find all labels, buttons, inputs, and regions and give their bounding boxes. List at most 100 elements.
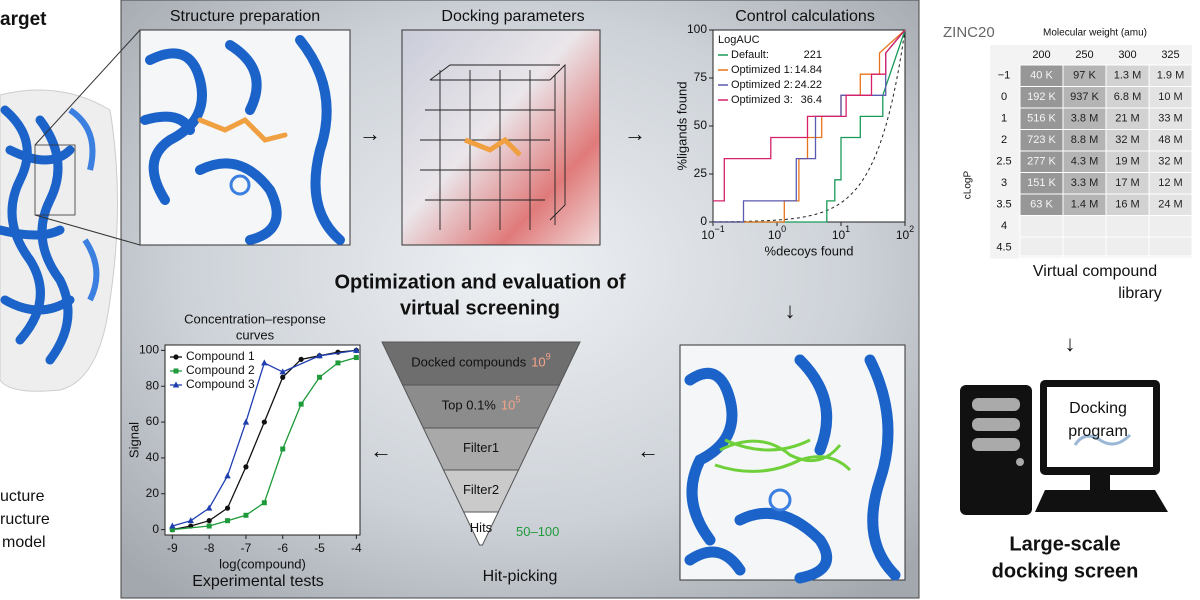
cell-value: 24 M (1158, 199, 1182, 211)
cell-value: 21 M (1115, 113, 1139, 125)
cell-value: 48 M (1158, 134, 1182, 146)
row-header: 3.5 (996, 199, 1011, 211)
cell-value: 8.8 M (1071, 134, 1099, 146)
screen-title: docking screen (992, 560, 1139, 582)
left-title: arget (0, 9, 47, 30)
y-tick-label: 60 (146, 414, 160, 428)
legend-title: LogAUC (718, 34, 760, 46)
cell-value: 33 M (1158, 113, 1182, 125)
library-caption: library (1118, 285, 1162, 302)
program-label: program (1068, 423, 1128, 440)
left-caption: model (2, 534, 46, 551)
row-header: 3 (1001, 177, 1007, 189)
marker (353, 355, 359, 361)
cell-value: 32 M (1158, 156, 1182, 168)
funnel-count: 10 (501, 398, 515, 413)
x-tick-label: 102 (896, 224, 914, 242)
funnel-count: 10 (531, 355, 545, 370)
cell-value: 40 K (1030, 70, 1053, 82)
column-header: 200 (1032, 49, 1050, 61)
funnel-count: 50–100 (516, 524, 559, 539)
marker (224, 472, 231, 479)
marker (261, 500, 267, 506)
marker (169, 527, 175, 533)
plot-title: curves (236, 327, 275, 342)
marker (317, 374, 323, 380)
legend-label: Optimized 2: (731, 79, 793, 91)
row-header: 4.5 (996, 242, 1011, 254)
zoom-box (34, 144, 76, 216)
roc-line (713, 29, 906, 223)
marker (225, 518, 231, 524)
marker (205, 504, 213, 511)
cell-value: 1.9 M (1157, 70, 1185, 82)
y-tick-label: 0 (152, 522, 159, 536)
y-axis-label: %ligands found (674, 82, 689, 171)
legend-value: 24.22 (794, 79, 822, 91)
marker (243, 512, 249, 518)
marker (224, 505, 231, 511)
arrow: → (624, 121, 646, 146)
marker (298, 401, 304, 407)
cell-value: 151 K (1027, 177, 1056, 189)
funnel-label: Hits (470, 520, 493, 535)
y-tick-label: 75 (694, 70, 708, 84)
funnel-text: Top 0.1% 105 (442, 395, 521, 413)
cell-value: 1.4 M (1071, 199, 1099, 211)
x-tick-exponent: 1 (845, 224, 850, 234)
funnel-label: Top 0.1% (442, 398, 497, 413)
funnel-count-exponent: 9 (546, 352, 551, 362)
legend-label: Compound 2 (186, 363, 255, 377)
table-cell (1062, 215, 1107, 238)
y-tick-label: 50 (694, 118, 708, 132)
cell-value: 97 K (1073, 70, 1096, 82)
y-axis-label: Signal (126, 422, 141, 458)
zoom-line (34, 214, 141, 246)
row-header: 0 (1001, 91, 1007, 103)
x-axis-label: %decoys found (765, 243, 854, 258)
x-tick-label: -9 (167, 541, 178, 555)
table-cell (1105, 215, 1150, 238)
marker (335, 360, 341, 366)
marker (206, 518, 212, 524)
cell-value: 12 M (1158, 177, 1182, 189)
legend-label: Optimized 1: (731, 64, 793, 76)
y-tick-label: 40 (146, 450, 160, 464)
protein-image (0, 89, 118, 392)
marker (279, 368, 286, 375)
plot-frame (164, 344, 361, 536)
column-header: 325 (1161, 49, 1179, 61)
marker (206, 523, 212, 529)
marker (261, 359, 268, 366)
row-header: 2 (1001, 134, 1007, 146)
funnel-text: Docked compounds 109 (411, 352, 550, 370)
cell-value: 277 K (1027, 156, 1056, 168)
x-axis-label: log(compound) (219, 556, 306, 571)
legend-value: 36.4 (801, 94, 822, 106)
marker (243, 464, 249, 470)
computer-icon (960, 380, 1168, 515)
x-tick-label: 101 (832, 224, 850, 242)
cell-value: 937 K (1070, 91, 1099, 103)
row-header: 1 (1001, 113, 1007, 125)
cell-value: 1.3 M (1114, 70, 1142, 82)
row-header: 2.5 (996, 156, 1011, 168)
x-tick-exponent: −1 (715, 224, 725, 234)
panel-title: Docking parameters (441, 8, 584, 25)
cell-value: 4.3 M (1071, 156, 1099, 168)
docking-grid-image (401, 29, 601, 246)
arrow: ↓ (785, 298, 796, 323)
marker (261, 419, 267, 425)
x-tick-label: -4 (351, 541, 362, 555)
x-tick-label: -8 (204, 541, 215, 555)
caption-bg (1020, 255, 1192, 305)
x-tick-base: 10 (701, 228, 715, 242)
legend-label: Compound 1 (186, 349, 255, 363)
heading: Optimization and evaluation of (334, 271, 625, 293)
x-tick-label: -6 (277, 541, 288, 555)
roc-line (713, 29, 906, 202)
left-caption: ucture (0, 488, 45, 505)
legend-label: Default: (731, 49, 769, 61)
column-header: 300 (1118, 49, 1136, 61)
